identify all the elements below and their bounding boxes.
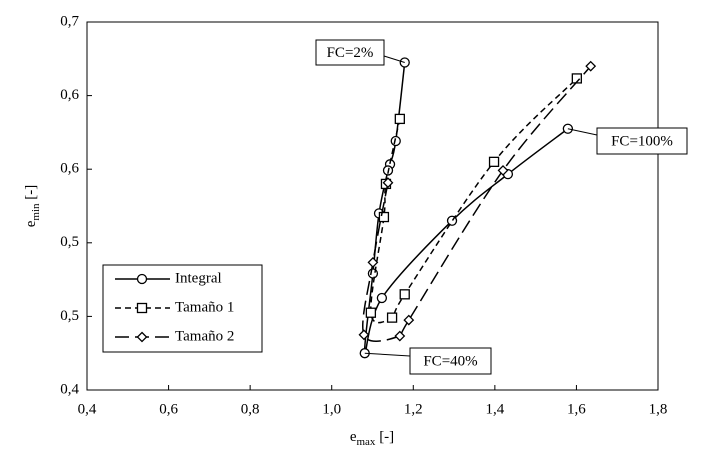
marker [367,257,379,268]
y-axis-label: emin [-] [23,185,41,228]
marker [394,330,406,342]
marker [136,302,148,314]
y-tick-label: 0,5 [60,308,79,324]
callout-label: FC=40% [423,353,477,369]
x-tick-label: 1,0 [322,401,341,417]
x-axis-label: emax [-] [350,429,394,447]
marker [488,156,500,167]
y-tick-label: 0,6 [60,87,79,103]
marker [585,60,597,72]
callout-box [315,39,385,66]
series-line [362,65,592,342]
x-tick-label: 1,8 [649,401,668,417]
x-tick-label: 1,4 [485,401,504,417]
callout-label: FC=100% [611,133,673,149]
marker [358,329,370,341]
x-tick-label: 0,4 [78,401,97,417]
marker [136,273,148,285]
y-tick-label: 0,5 [60,234,79,250]
x-tick-label: 0,6 [159,401,178,417]
y-tick-label: 0,7 [60,13,79,29]
x-tick-label: 0,8 [241,401,260,417]
marker [382,177,394,189]
x-tick-label: 1,6 [567,401,586,417]
marker [399,289,410,300]
callout-leader [364,352,411,357]
marker [136,331,148,343]
marker [376,292,388,304]
legend-label: Tamaño 1 [175,299,234,315]
marker [378,211,390,223]
plot-frame [86,21,659,391]
marker [403,314,415,326]
marker [365,307,377,318]
marker [497,165,509,176]
marker [394,113,405,125]
callout-box [409,347,492,375]
marker [386,312,398,323]
y-tick-label: 0,4 [60,381,79,397]
marker [390,135,401,147]
callout-leader [383,55,405,63]
legend-label: Tamaño 2 [175,328,234,344]
callout-box [596,127,688,155]
x-tick-label: 1,2 [404,401,423,417]
callout-leader [567,128,598,136]
legend-label: Integral [175,270,222,286]
callout-label: FC=2% [327,45,374,61]
y-tick-label: 0,6 [60,161,79,177]
